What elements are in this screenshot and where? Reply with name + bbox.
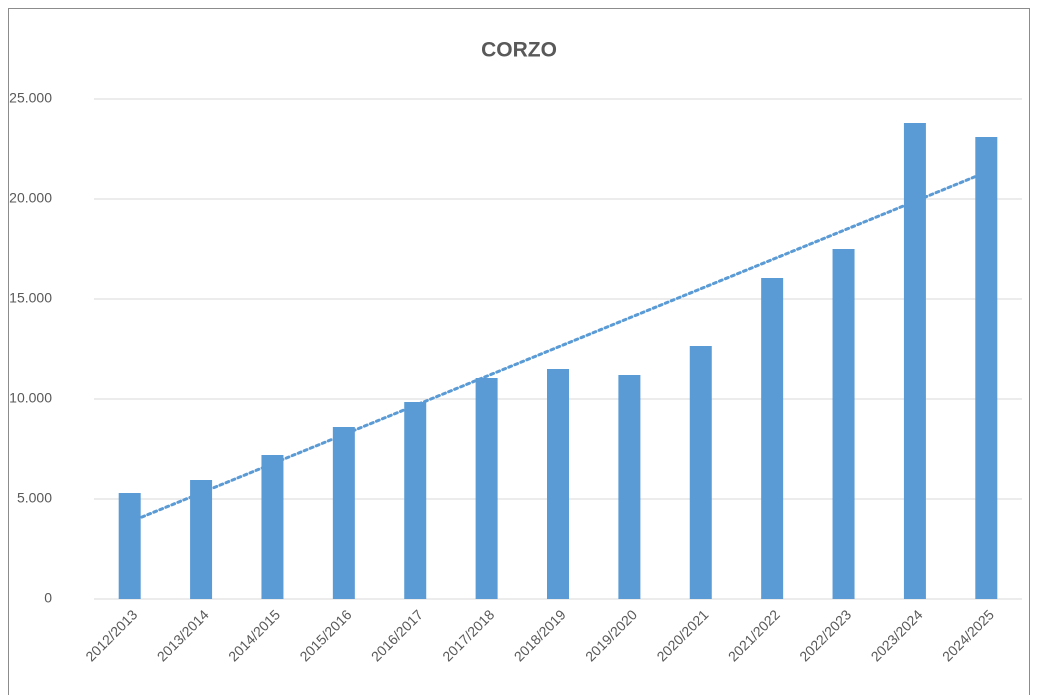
y-tick-label: 0 xyxy=(44,590,52,606)
bar xyxy=(975,137,998,599)
y-tick-label: 15.000 xyxy=(9,290,52,306)
bar xyxy=(332,427,355,599)
y-tick-label: 10.000 xyxy=(9,390,52,406)
bar xyxy=(903,123,926,599)
bar xyxy=(689,346,712,599)
chart-border xyxy=(8,8,1030,695)
bar xyxy=(118,493,141,599)
bar xyxy=(761,278,784,599)
bar xyxy=(261,455,284,599)
bar xyxy=(475,378,498,599)
bar xyxy=(547,369,569,599)
bar xyxy=(190,480,213,599)
bar xyxy=(618,375,641,599)
bar xyxy=(832,249,855,599)
bar xyxy=(404,402,427,599)
y-tick-label: 25.000 xyxy=(9,90,52,106)
chart-title: CORZO xyxy=(481,39,557,62)
trendline xyxy=(128,170,988,524)
y-tick-label: 5.000 xyxy=(17,490,52,506)
y-tick-label: 20.000 xyxy=(9,190,52,206)
